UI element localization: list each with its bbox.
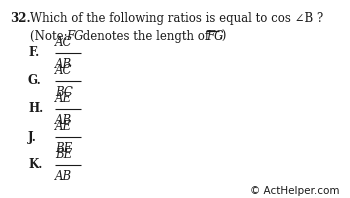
Text: denotes the length of: denotes the length of — [79, 30, 213, 43]
Text: AC: AC — [55, 36, 72, 50]
Text: © ActHelper.com: © ActHelper.com — [251, 186, 340, 196]
Text: AB: AB — [55, 169, 72, 183]
Text: 32.: 32. — [10, 12, 31, 25]
Text: AC: AC — [55, 65, 72, 77]
Text: AB: AB — [55, 57, 72, 70]
Text: .): .) — [219, 30, 228, 43]
Text: Which of the following ratios is equal to cos ∠B ?: Which of the following ratios is equal t… — [30, 12, 323, 25]
Text: BC: BC — [55, 86, 73, 98]
Text: K.: K. — [28, 159, 42, 171]
Text: (Note:: (Note: — [30, 30, 71, 43]
Text: BE: BE — [55, 142, 72, 154]
Text: F.: F. — [28, 47, 39, 60]
Text: AB: AB — [55, 113, 72, 127]
Text: J.: J. — [28, 130, 37, 144]
Text: BE: BE — [55, 148, 72, 162]
Text: FG: FG — [206, 30, 224, 43]
Text: FG: FG — [66, 30, 84, 43]
Text: AE: AE — [55, 92, 72, 106]
Text: AE: AE — [55, 121, 72, 133]
Text: G.: G. — [28, 74, 42, 88]
Text: H.: H. — [28, 103, 43, 115]
